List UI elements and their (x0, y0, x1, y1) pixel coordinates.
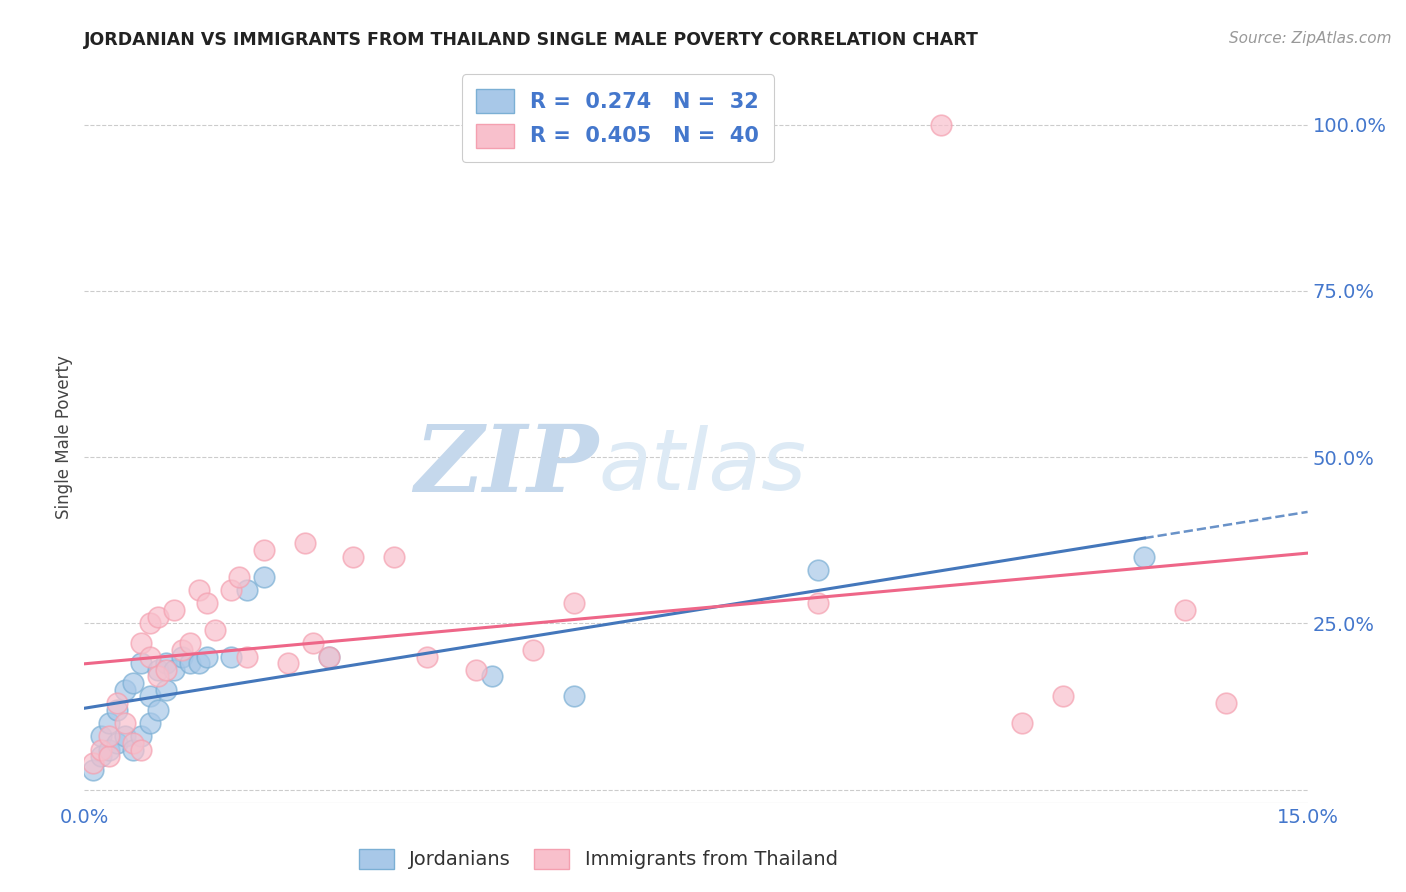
Point (318, 649, 340, 664)
Point (131, 636, 153, 650)
Point (105, 736, 128, 750)
Point (138, 616, 160, 631)
Point (195, 649, 218, 664)
Point (146, 609, 169, 624)
Point (105, 696, 128, 710)
Point (228, 570, 250, 584)
Text: JORDANIAN VS IMMIGRANTS FROM THAILAND SINGLE MALE POVERTY CORRELATION CHART: JORDANIAN VS IMMIGRANTS FROM THAILAND SI… (84, 31, 979, 49)
Point (155, 682, 177, 697)
Point (236, 649, 259, 664)
Point (146, 663, 169, 677)
Point (253, 570, 276, 584)
Point (155, 663, 177, 677)
Point (807, 596, 830, 610)
Point (277, 656, 299, 670)
Point (179, 656, 201, 670)
Point (90, 742, 112, 756)
Point (1133, 549, 1156, 564)
Point (1174, 603, 1197, 617)
Point (522, 643, 544, 657)
Point (172, 643, 194, 657)
Point (114, 729, 136, 743)
Point (929, 118, 952, 132)
Point (301, 636, 323, 650)
Point (138, 649, 160, 664)
Point (90, 749, 112, 764)
Point (146, 669, 169, 683)
Text: atlas: atlas (598, 425, 806, 508)
Point (122, 742, 145, 756)
Text: ZIP: ZIP (413, 421, 598, 511)
Point (236, 582, 259, 597)
Point (97, 749, 120, 764)
Point (97, 729, 120, 743)
Point (90, 729, 112, 743)
Legend: Jordanians, Immigrants from Thailand: Jordanians, Immigrants from Thailand (350, 841, 845, 877)
Point (105, 703, 128, 717)
Point (122, 676, 145, 690)
Point (163, 603, 186, 617)
Point (1215, 696, 1237, 710)
Point (97, 716, 120, 731)
Point (155, 656, 177, 670)
Point (138, 716, 160, 731)
Point (481, 669, 503, 683)
Point (187, 656, 209, 670)
Point (1011, 716, 1033, 731)
Point (562, 596, 585, 610)
Point (114, 716, 136, 731)
Point (562, 690, 585, 704)
Point (807, 563, 830, 577)
Point (464, 663, 486, 677)
Point (163, 663, 186, 677)
Point (219, 649, 242, 664)
Point (342, 549, 364, 564)
Point (204, 623, 226, 637)
Point (82, 763, 104, 777)
Point (131, 729, 153, 743)
Point (187, 582, 209, 597)
Point (253, 543, 276, 558)
Point (97, 742, 120, 756)
Point (195, 596, 218, 610)
Point (382, 549, 405, 564)
Y-axis label: Single Male Poverty: Single Male Poverty (55, 355, 73, 519)
Point (1052, 690, 1074, 704)
Point (131, 656, 153, 670)
Point (82, 756, 104, 770)
Point (114, 682, 136, 697)
Point (294, 536, 316, 550)
Text: Source: ZipAtlas.com: Source: ZipAtlas.com (1229, 31, 1392, 46)
Point (146, 703, 169, 717)
Point (318, 649, 340, 664)
Point (138, 690, 160, 704)
Point (179, 636, 201, 650)
Point (219, 582, 242, 597)
Point (122, 736, 145, 750)
Point (131, 742, 153, 756)
Point (172, 649, 194, 664)
Point (416, 649, 439, 664)
